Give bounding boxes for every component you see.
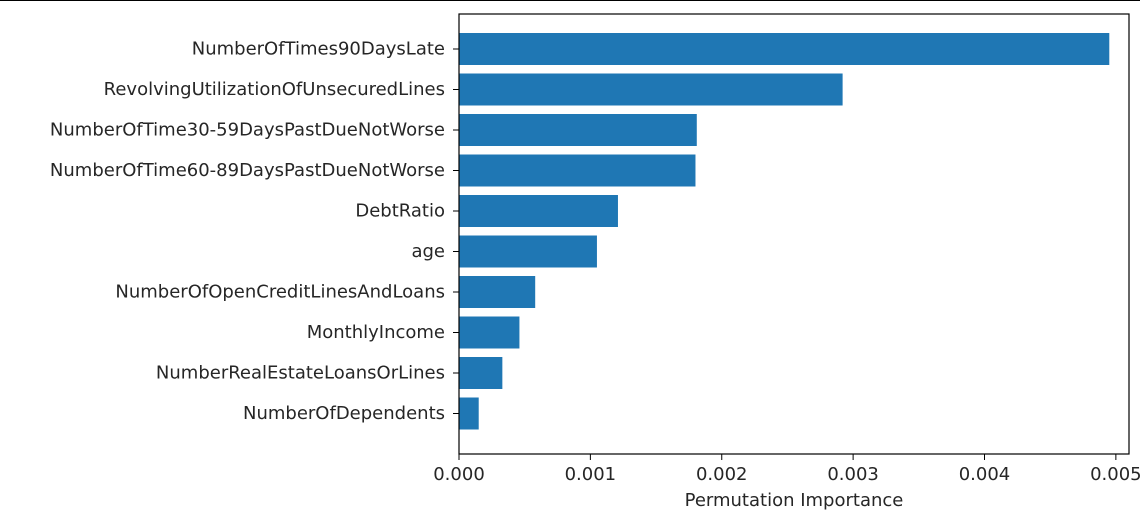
y-tick-label: NumberOfOpenCreditLinesAndLoans [115, 282, 445, 303]
y-tick-label: NumberOfTimes90DaysLate [192, 39, 445, 60]
x-tick-label: 0.001 [565, 464, 617, 485]
top-border [0, 0, 1140, 1]
y-tick-labels: NumberOfTimes90DaysLate RevolvingUtilizat… [50, 39, 459, 424]
bar-NumberOfTime30-59DaysPastDueNotWorse [459, 114, 697, 146]
y-tick-label: NumberOfTime60-89DaysPastDueNotWorse [50, 160, 445, 181]
x-tick-label: 0.002 [696, 464, 748, 485]
bar-DebtRatio [459, 195, 618, 227]
y-tick-label: age [411, 241, 445, 262]
bar-NumberOfDependents [459, 397, 479, 430]
x-ticks: 0.000 0.001 0.002 0.003 0.004 0.005 [433, 454, 1140, 485]
y-tick-label: DebtRatio [355, 201, 445, 222]
y-tick-label: NumberOfTime30-59DaysPastDueNotWorse [50, 120, 445, 141]
x-tick-label: 0.005 [1090, 464, 1140, 485]
y-tick-label: RevolvingUtilizationOfUnsecuredLines [104, 79, 445, 100]
bar-NumberRealEstateLoansOrLines [459, 357, 503, 389]
x-tick-label: 0.003 [827, 464, 879, 485]
bar-NumberOfTimes90DaysLate [459, 33, 1110, 65]
bar-MonthlyIncome [459, 316, 520, 349]
x-axis-label: Permutation Importance [685, 490, 904, 511]
x-tick-label: 0.004 [959, 464, 1011, 485]
bar-NumberOfTime60-89DaysPastDueNotWorse [459, 154, 696, 187]
y-tick-label: MonthlyIncome [307, 322, 445, 343]
x-tick-label: 0.000 [433, 464, 485, 485]
bars-group [459, 33, 1110, 430]
bar-age [459, 235, 597, 268]
plot-frame [458, 13, 1130, 455]
y-tick-label: NumberOfDependents [243, 403, 445, 424]
bar-NumberOfOpenCreditLinesAndLoans [459, 276, 536, 308]
bar-RevolvingUtilizationOfUnsecuredLines [459, 73, 843, 106]
y-tick-label: NumberRealEstateLoansOrLines [156, 363, 445, 384]
